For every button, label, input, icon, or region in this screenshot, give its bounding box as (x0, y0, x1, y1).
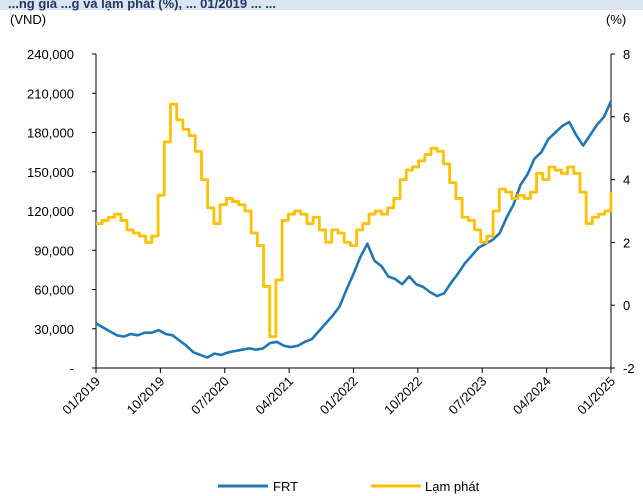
chart-title: ...ng giá ...g và lạm phát (%), ... 01/2… (8, 0, 276, 11)
left-tick-label: - (70, 361, 74, 376)
left-tick-label: 180,000 (27, 126, 74, 141)
left-tick-label: 30,000 (34, 322, 74, 337)
left-tick-label: 60,000 (34, 283, 74, 298)
legend-label-inflation: Lạm phát (425, 479, 480, 494)
x-tick-label: 01/2019 (59, 374, 103, 418)
left-tick-label: 120,000 (27, 204, 74, 219)
left-axis-unit: (VND) (10, 12, 46, 27)
right-tick-label: 0 (623, 298, 630, 313)
left-tick-label: 150,000 (27, 165, 74, 180)
right-tick-label: 8 (623, 47, 630, 62)
right-tick-label: 6 (623, 110, 630, 125)
right-axis-unit: (%) (606, 12, 626, 27)
right-tick-label: 4 (623, 173, 630, 188)
series-line-frt (95, 100, 613, 359)
left-tick-label: 90,000 (34, 243, 74, 258)
right-tick-label: -2 (623, 361, 635, 376)
left-tick-label: 210,000 (27, 86, 74, 101)
legend: FRT Lạm phát (218, 479, 480, 494)
x-tick-label: 01/2025 (574, 374, 618, 418)
x-tick-label: 10/2022 (381, 374, 425, 418)
legend-label-frt: FRT (273, 479, 298, 494)
left-axis-ticks: - 30,000 60,000 90,000 120,000 150,000 180,000… (27, 47, 96, 376)
series-line-inflation (96, 102, 613, 339)
plot-axes (95, 54, 612, 369)
x-tick-label: 07/2020 (188, 374, 232, 418)
x-axis-ticks: 01/2019 10/2019 07/2020 04/2021 01/2022 10/20… (59, 368, 618, 417)
x-tick-label: 04/2024 (510, 374, 554, 418)
x-tick-label: 10/2019 (124, 374, 168, 418)
x-tick-label: 07/2023 (446, 374, 490, 418)
x-tick-label: 01/2022 (317, 374, 361, 418)
x-tick-label: 04/2021 (252, 374, 296, 418)
right-axis-ticks: -2 0 2 4 6 8 (611, 47, 635, 376)
left-tick-label: 240,000 (27, 47, 74, 62)
series-layer (95, 100, 613, 359)
right-tick-label: 2 (623, 235, 630, 250)
title-band (0, 0, 643, 10)
